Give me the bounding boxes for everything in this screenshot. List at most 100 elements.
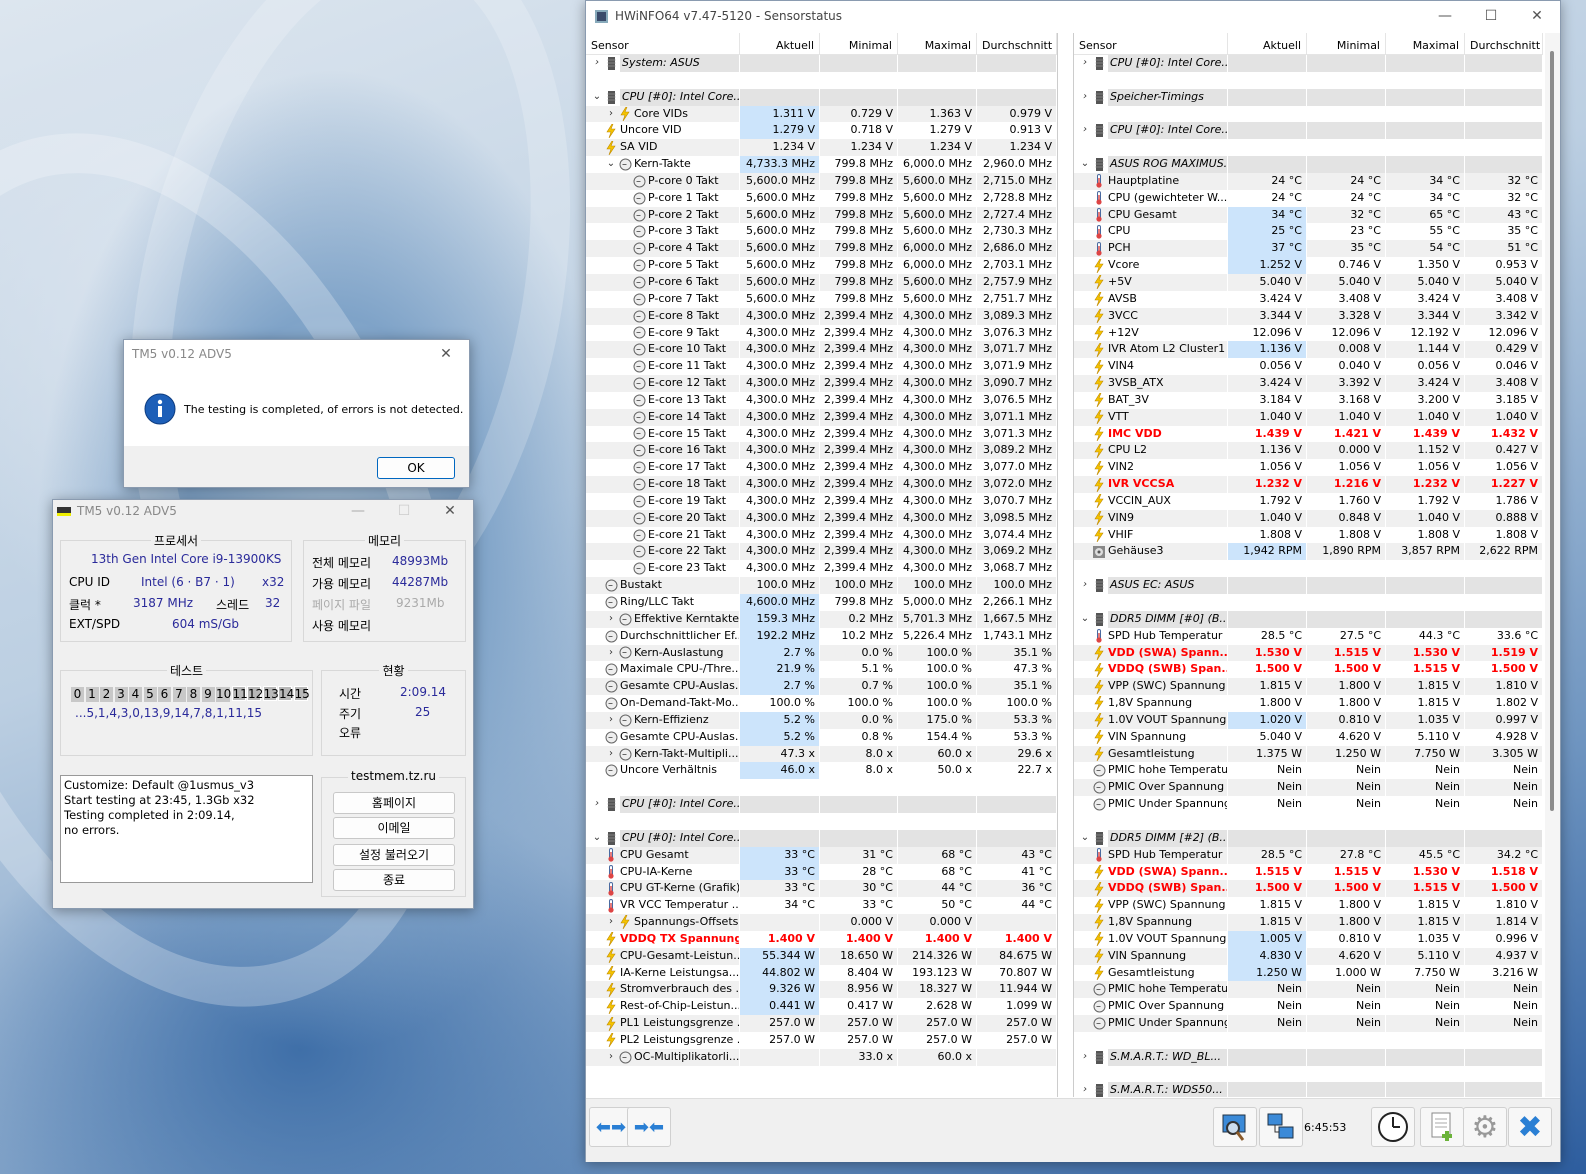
email-button[interactable]: 이메일 [333, 817, 455, 839]
sensor-row[interactable]: PMIC hohe Temperatur Nein Nein Nein Nein [1074, 762, 1543, 780]
sensor-row[interactable]: E-core 8 Takt 4,300.0 MHz 2,399.4 MHz 4,300… [586, 307, 1057, 325]
chevron-right-icon[interactable]: › [609, 107, 613, 119]
chevron-right-icon[interactable]: › [609, 747, 613, 759]
sensor-row[interactable]: E-core 23 Takt 4,300.0 MHz 2,399.4 MHz 4,30… [586, 560, 1057, 578]
chevron-right-icon[interactable]: › [609, 713, 613, 725]
sensor-row[interactable]: Vcore 1.252 V 0.746 V 1.350 V 0.953 V [1074, 257, 1543, 274]
minimize-button[interactable]: — [1438, 8, 1452, 24]
sensor-row[interactable]: On-Demand-Takt-Mo... 100.0 % 100.0 % 100.0 … [586, 695, 1057, 712]
column-header-maximal[interactable]: Maximal [1386, 33, 1465, 54]
sensor-row[interactable]: CPU-IA-Kerne 33 °C 28 °C 68 °C 41 °C [586, 863, 1057, 881]
sensor-row[interactable]: › Spannungs-Offsets 0.000 V 0.000 V [586, 914, 1057, 931]
sensor-row[interactable]: AVSB 3.424 V 3.408 V 3.424 V 3.408 V [1074, 290, 1543, 308]
sensor-group-row[interactable]: ⌄ DDR5 DIMM [#0] (B... [1074, 610, 1543, 628]
chevron-right-icon[interactable]: › [609, 1050, 613, 1062]
log-textbox[interactable]: Customize: Default @1usmus_v3 Start test… [60, 775, 313, 883]
sensor-row[interactable]: VIN Spannung 4.830 V 4.620 V 5.110 V 4.937 V [1074, 947, 1543, 965]
homepage-button[interactable]: 홈페이지 [333, 792, 455, 814]
load-settings-button[interactable]: 설정 불러오기 [333, 844, 455, 866]
sensor-group-row[interactable]: › CPU [#0]: Intel Core... [1074, 122, 1543, 140]
sensor-row[interactable]: E-core 19 Takt 4,300.0 MHz 2,399.4 MHz 4,30… [586, 492, 1057, 510]
sensor-group-row[interactable]: › System: ASUS [586, 55, 1057, 72]
chevron-right-icon[interactable]: › [609, 612, 613, 624]
column-header-minimal[interactable]: Minimal [1307, 33, 1386, 54]
column-header-aktuell[interactable]: Aktuell [740, 33, 820, 54]
settings-button[interactable]: ⚙ [1463, 1107, 1507, 1147]
chevron-down-icon[interactable]: ⌄ [1080, 158, 1090, 170]
hwinfo-titlebar[interactable]: HWiNFO64 v7.47-5120 - Sensorstatus — ☐ ✕ [586, 1, 1560, 31]
sensor-row[interactable]: Gesamte CPU-Auslas... 5.2 % 0.8 % 154.4 % 53… [586, 728, 1057, 746]
sensor-monitor-button[interactable] [1213, 1107, 1257, 1147]
close-button[interactable]: ✕ [1531, 8, 1543, 24]
ok-button[interactable]: OK [377, 457, 455, 479]
sensor-row[interactable]: PMIC Over Spannung Nein Nein Nein Nein [1074, 779, 1543, 797]
sensor-row[interactable]: P-core 6 Takt 5,600.0 MHz 799.8 MHz 5,600.0… [586, 273, 1057, 291]
sensor-row[interactable]: PMIC hohe Temperatur Nein Nein Nein Nein [1074, 981, 1543, 999]
chevron-right-icon[interactable]: › [595, 798, 599, 810]
sensor-group-row[interactable]: ⌄ DDR5 DIMM [#2] (B... [1074, 829, 1543, 847]
sensor-row[interactable]: VTT 1.040 V 1.040 V 1.040 V 1.040 V [1074, 408, 1543, 426]
sensor-group-row[interactable]: › S.M.A.R.T.: WD_BL... [1074, 1048, 1543, 1066]
sensor-row[interactable]: E-core 13 Takt 4,300.0 MHz 2,399.4 MHz 4,30… [586, 391, 1057, 409]
column-header-minimal[interactable]: Minimal [820, 33, 898, 54]
sensor-row[interactable]: Gesamtleistung 1.375 W 1.250 W 7.750 W 3.305… [1074, 745, 1543, 763]
sensor-row[interactable]: SPD Hub Temperatur 28.5 °C 27.8 °C 45.5 °C 3… [1074, 846, 1543, 864]
sensor-row[interactable]: Gehäuse3 1,942 RPM 1,890 RPM 3,857 RPM 2,622… [1074, 543, 1543, 561]
chevron-down-icon[interactable]: ⌄ [592, 831, 602, 843]
sensor-row[interactable]: Stromverbrauch des ... 9.326 W 8.956 W 18.3… [586, 981, 1057, 999]
sensor-row[interactable]: VDDQ TX Spannung 1.400 V 1.400 V 1.400 V 1.4… [586, 930, 1057, 948]
sensor-row[interactable]: VCCIN_AUX 1.792 V 1.760 V 1.792 V 1.786 V [1074, 492, 1543, 510]
sensor-row[interactable]: › Effektive Kerntakte 159.3 MHz 0.2 MHz 5,70… [586, 610, 1057, 628]
sensor-row[interactable]: E-core 14 Takt 4,300.0 MHz 2,399.4 MHz 4,30… [586, 408, 1057, 426]
sensor-row[interactable]: PMIC Under Spannung Nein Nein Nein Nein [1074, 796, 1543, 813]
sensor-group-row[interactable]: ⌄ CPU [#0]: Intel Core... [586, 829, 1057, 847]
sensor-row[interactable]: › Core VIDs 1.311 V 0.729 V 1.363 V 0.979 V [586, 105, 1057, 123]
sensor-row[interactable]: Hauptplatine 24 °C 24 °C 34 °C 32 °C [1074, 172, 1543, 190]
sensor-row[interactable]: PCH 37 °C 35 °C 54 °C 51 °C [1074, 240, 1543, 258]
sensor-row[interactable]: PMIC Over Spannung Nein Nein Nein Nein [1074, 998, 1543, 1016]
sensor-row[interactable]: E-core 15 Takt 4,300.0 MHz 2,399.4 MHz 4,30… [586, 425, 1057, 443]
sensor-row[interactable]: VHIF 1.808 V 1.808 V 1.808 V 1.808 V [1074, 526, 1543, 544]
sensor-row[interactable]: CPU GT-Kerne (Grafik) 33 °C 30 °C 44 °C 36 °… [586, 880, 1057, 898]
chevron-right-icon[interactable]: › [609, 646, 613, 658]
column-header-sensor[interactable]: Sensor [586, 33, 740, 54]
column-header-aktuell[interactable]: Aktuell [1228, 33, 1307, 54]
sensor-row[interactable]: Uncore VID 1.279 V 0.718 V 1.279 V 0.913 V [586, 122, 1057, 140]
sensor-row[interactable]: ⌄ Kern-Takte 4,733.3 MHz 799.8 MHz 6,000.0 M… [586, 156, 1057, 173]
sensor-row[interactable]: IVR Atom L2 Cluster1 1.136 V 0.008 V 1.144 … [1074, 341, 1543, 359]
sensor-row[interactable]: IA-Kerne Leistungsa... 44.802 W 8.404 W 193… [586, 964, 1057, 982]
sensor-row[interactable]: +5V 5.040 V 5.040 V 5.040 V 5.040 V [1074, 273, 1543, 291]
sensor-row[interactable]: P-core 3 Takt 5,600.0 MHz 799.8 MHz 5,600.0… [586, 223, 1057, 241]
exit-button[interactable]: 종료 [333, 869, 455, 891]
sensor-row[interactable]: E-core 12 Takt 4,300.0 MHz 2,399.4 MHz 4,30… [586, 375, 1057, 392]
sensor-row[interactable]: › Kern-Effizienz 5.2 % 0.0 % 175.0 % 53.3 % [586, 711, 1057, 729]
report-button[interactable] [1420, 1107, 1464, 1147]
collapse-button[interactable]: ➡⬅ [627, 1107, 671, 1147]
sensor-row[interactable]: E-core 22 Takt 4,300.0 MHz 2,399.4 MHz 4,30… [586, 543, 1057, 561]
chevron-right-icon[interactable]: › [609, 916, 613, 928]
sensor-row[interactable]: E-core 16 Takt 4,300.0 MHz 2,399.4 MHz 4,30… [586, 442, 1057, 460]
sensor-row[interactable]: E-core 11 Takt 4,300.0 MHz 2,399.4 MHz 4,30… [586, 358, 1057, 376]
sensor-row[interactable]: 3VSB_ATX 3.424 V 3.392 V 3.424 V 3.408 V [1074, 375, 1543, 392]
network-button[interactable] [1259, 1107, 1303, 1147]
sensor-group-row[interactable]: › Speicher-Timings [1074, 88, 1543, 106]
sensor-row[interactable]: E-core 10 Takt 4,300.0 MHz 2,399.4 MHz 4,30… [586, 341, 1057, 359]
sensor-row[interactable]: E-core 17 Takt 4,300.0 MHz 2,399.4 MHz 4,30… [586, 459, 1057, 477]
exit-button[interactable]: ✖ [1508, 1107, 1552, 1147]
sensor-row[interactable]: CPU (gewichteter W... 24 °C 24 °C 34 °C 32 °… [1074, 189, 1543, 207]
chevron-right-icon[interactable]: › [1083, 124, 1087, 136]
sensor-group-row[interactable]: › CPU [#0]: Intel Core... [586, 796, 1057, 813]
sensor-row[interactable]: E-core 18 Takt 4,300.0 MHz 2,399.4 MHz 4,30… [586, 476, 1057, 493]
sensor-row[interactable]: P-core 7 Takt 5,600.0 MHz 799.8 MHz 5,600.0… [586, 290, 1057, 308]
sensor-row[interactable]: E-core 20 Takt 4,300.0 MHz 2,399.4 MHz 4,30… [586, 509, 1057, 527]
sensor-group-row[interactable]: ⌄ ASUS ROG MAXIMUS... [1074, 156, 1543, 173]
sensor-row[interactable]: CPU L2 1.136 V 0.000 V 1.152 V 0.427 V [1074, 442, 1543, 460]
sensor-row[interactable]: 1,8V Spannung 1.815 V 1.800 V 1.815 V 1.814 … [1074, 914, 1543, 931]
sensor-row[interactable]: VIN Spannung 5.040 V 4.620 V 5.110 V 4.928 V [1074, 728, 1543, 746]
sensor-row[interactable]: E-core 21 Takt 4,300.0 MHz 2,399.4 MHz 4,30… [586, 526, 1057, 544]
